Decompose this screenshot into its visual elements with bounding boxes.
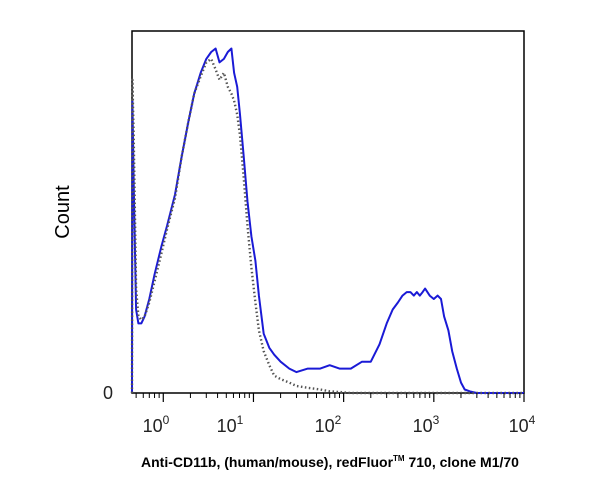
plot-frame <box>131 30 525 394</box>
series-layer <box>130 47 524 395</box>
x-tick-label-3: 103 <box>413 413 440 436</box>
tick-layer <box>135 393 525 402</box>
y-tick-label-0: 0 <box>103 383 113 403</box>
x-axis-label: Anti-CD11b, (human/mouse), redFluorTM 71… <box>141 454 519 470</box>
histogram-series-0 <box>131 47 524 394</box>
y-axis-label: Count <box>52 185 74 239</box>
x-tick-label-0: 100 <box>143 413 170 436</box>
x-tick-labels: 100 101 102 103 104 <box>143 413 536 436</box>
x-tick-label-4: 104 <box>509 413 536 436</box>
x-tick-label-1: 101 <box>217 413 244 436</box>
x-tick-label-2: 102 <box>315 413 342 436</box>
